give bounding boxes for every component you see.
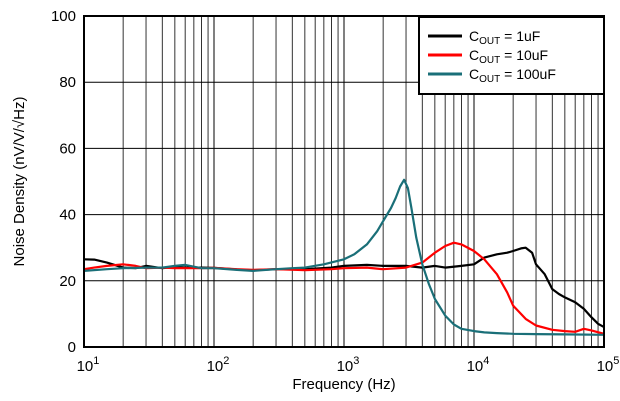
plot-frame (83, 15, 605, 348)
y-tick-label: 40 (59, 207, 76, 224)
series-lines (83, 178, 605, 336)
x-tick-label: 103 (337, 355, 360, 375)
x-axis-label: Frequency (Hz) (292, 376, 395, 393)
y-axis-label: Noise Density (nV/V/√Hz) (11, 97, 28, 267)
y-tick-label: 100 (51, 8, 76, 25)
y-tick-label: 0 (68, 339, 76, 356)
y-tick-labels: 0 20 40 60 80 100 (51, 8, 76, 356)
legend-label: COUT = 10uF (469, 47, 548, 66)
x-tick-label: 101 (77, 355, 100, 375)
y-tick-label: 20 (59, 273, 76, 290)
x-tick-label: 104 (467, 355, 490, 375)
x-tick-label: 102 (207, 355, 230, 375)
x-tick-label: 105 (597, 355, 620, 375)
series-line-3 (83, 178, 605, 336)
y-tick-label: 60 (59, 140, 76, 157)
x-tick-labels: 101 102 103 104 105 (77, 355, 620, 375)
y-tick-label: 80 (59, 74, 76, 91)
legend-label: COUT = 1uF (469, 28, 540, 47)
legend-label: COUT = 100uF (469, 66, 556, 85)
